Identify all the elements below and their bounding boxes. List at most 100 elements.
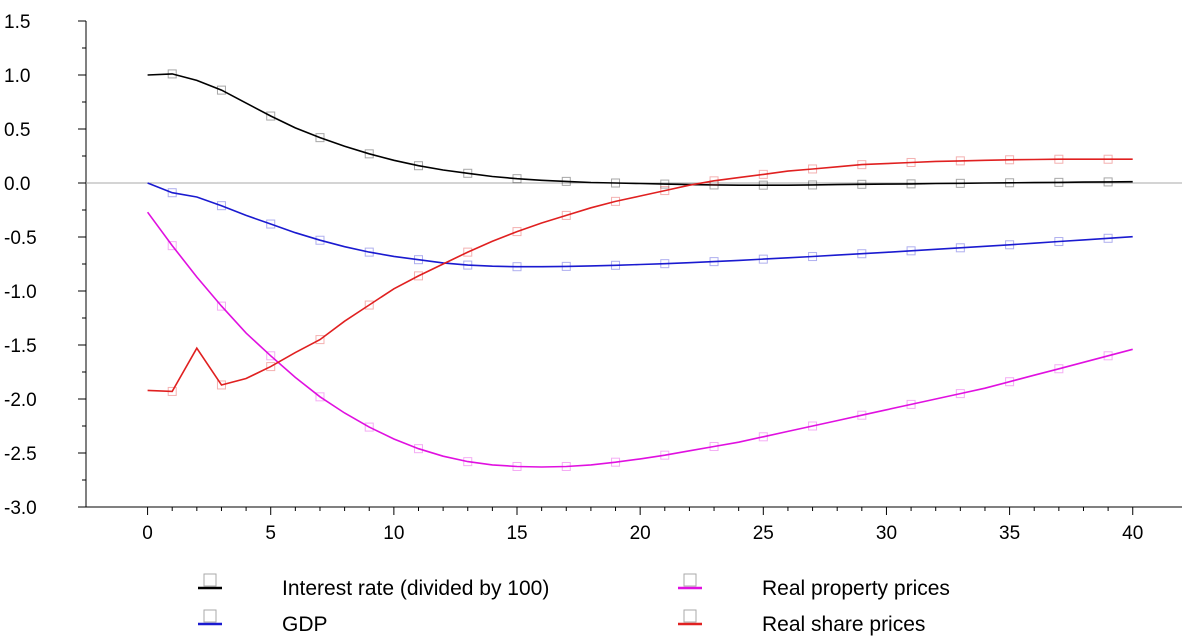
data-point-marker [512,262,522,272]
data-point-marker [364,149,374,159]
data-point-marker [758,432,768,442]
series-line-2 [146,211,1133,468]
legend-marker-box [683,609,697,623]
data-point-marker [216,85,226,95]
series-line-0 [147,73,1133,186]
data-point-marker [955,178,965,188]
data-point-marker [463,260,473,270]
data-point-marker [611,178,621,188]
legend-label: GDP [282,613,328,636]
y-tick-label: -2.5 [4,444,37,465]
data-point-marker [315,392,325,402]
x-tick-label: 35 [999,523,1020,544]
data-point-marker [1005,155,1015,165]
x-tick-label: 15 [506,523,527,544]
data-point-marker [1054,177,1064,187]
data-point-marker [364,247,374,257]
y-tick-label: 0.0 [4,174,30,195]
y-tick-label: 1.0 [4,66,30,87]
x-tick-label: 5 [265,523,276,544]
series-line-1 [147,182,1133,268]
x-tick-label: 10 [383,523,404,544]
legend-marker-box [683,573,697,587]
data-point-marker [1054,237,1064,247]
data-point-marker [758,169,768,179]
y-tick-label: -2.0 [4,390,37,411]
y-tick-label: 1.5 [4,12,30,33]
data-point-marker [413,271,423,281]
data-point-marker [167,69,177,79]
data-point-marker [266,219,276,229]
data-point-marker [266,111,276,121]
data-point-marker [1054,154,1064,164]
y-tick-label: 0.5 [4,120,30,141]
data-point-marker [315,235,325,245]
data-point-marker [561,261,571,271]
data-point-marker [315,335,325,345]
data-point-marker [758,180,768,190]
data-point-marker [167,188,177,198]
data-point-marker [463,168,473,178]
data-point-marker [808,180,818,190]
data-point-marker [413,161,423,171]
data-point-marker [364,422,374,432]
data-point-marker [216,201,226,211]
data-point-marker [266,362,276,372]
data-point-marker [1005,178,1015,188]
data-point-marker [611,260,621,270]
x-tick-label: 20 [630,523,651,544]
data-point-marker [1054,364,1064,374]
data-point-marker [808,252,818,262]
data-point-marker [709,257,719,267]
data-point-marker [955,389,965,399]
series-lines [146,69,1133,471]
data-point-marker [561,462,571,471]
x-tick-label: 25 [753,523,774,544]
data-point-marker [660,179,670,189]
data-point-marker [413,255,423,265]
data-point-marker [561,176,571,186]
x-tick-label: 40 [1122,523,1143,544]
series-line-3 [147,158,1133,393]
y-tick-label: -3.0 [4,498,37,519]
data-point-marker [857,249,867,259]
data-point-marker [611,196,621,206]
data-point-marker [906,157,916,167]
data-point-marker [1103,233,1113,243]
data-point-marker [512,462,522,471]
data-point-marker [660,186,670,196]
data-point-marker [167,241,177,251]
y-tick-label: -1.5 [4,336,37,357]
data-point-marker [1103,154,1113,164]
x-tick-label: 30 [876,523,897,544]
y-tick-label: -1.0 [4,282,37,303]
data-point-marker [1103,177,1113,187]
legend: Interest rate (divided by 100) GDP Real pr… [198,573,950,636]
data-point-marker [413,444,423,454]
data-point-marker [512,174,522,184]
data-point-marker [364,300,374,310]
data-point-marker [216,301,226,311]
data-point-marker [315,133,325,143]
data-point-marker [463,457,473,467]
data-point-marker [167,386,177,396]
legend-label: Interest rate (divided by 100) [282,577,549,600]
data-point-marker [709,442,719,452]
data-point-marker [857,160,867,170]
data-point-marker [758,254,768,264]
data-point-marker [611,457,621,467]
data-point-marker [463,247,473,257]
data-point-marker [955,156,965,166]
data-point-marker [1103,351,1113,361]
data-point-marker [216,380,226,390]
data-point-marker [906,399,916,409]
data-point-marker [906,179,916,189]
data-point-marker [709,176,719,186]
legend-label: Real property prices [762,577,950,600]
legend-marker-box [203,609,217,623]
data-point-marker [808,164,818,174]
axes: 1.5 1.0 0.5 0.0 -0.5 -1.0 -1.5 -2.0 -2.5 -3.0 0 5 10… [4,12,1182,544]
data-point-marker [660,450,670,460]
